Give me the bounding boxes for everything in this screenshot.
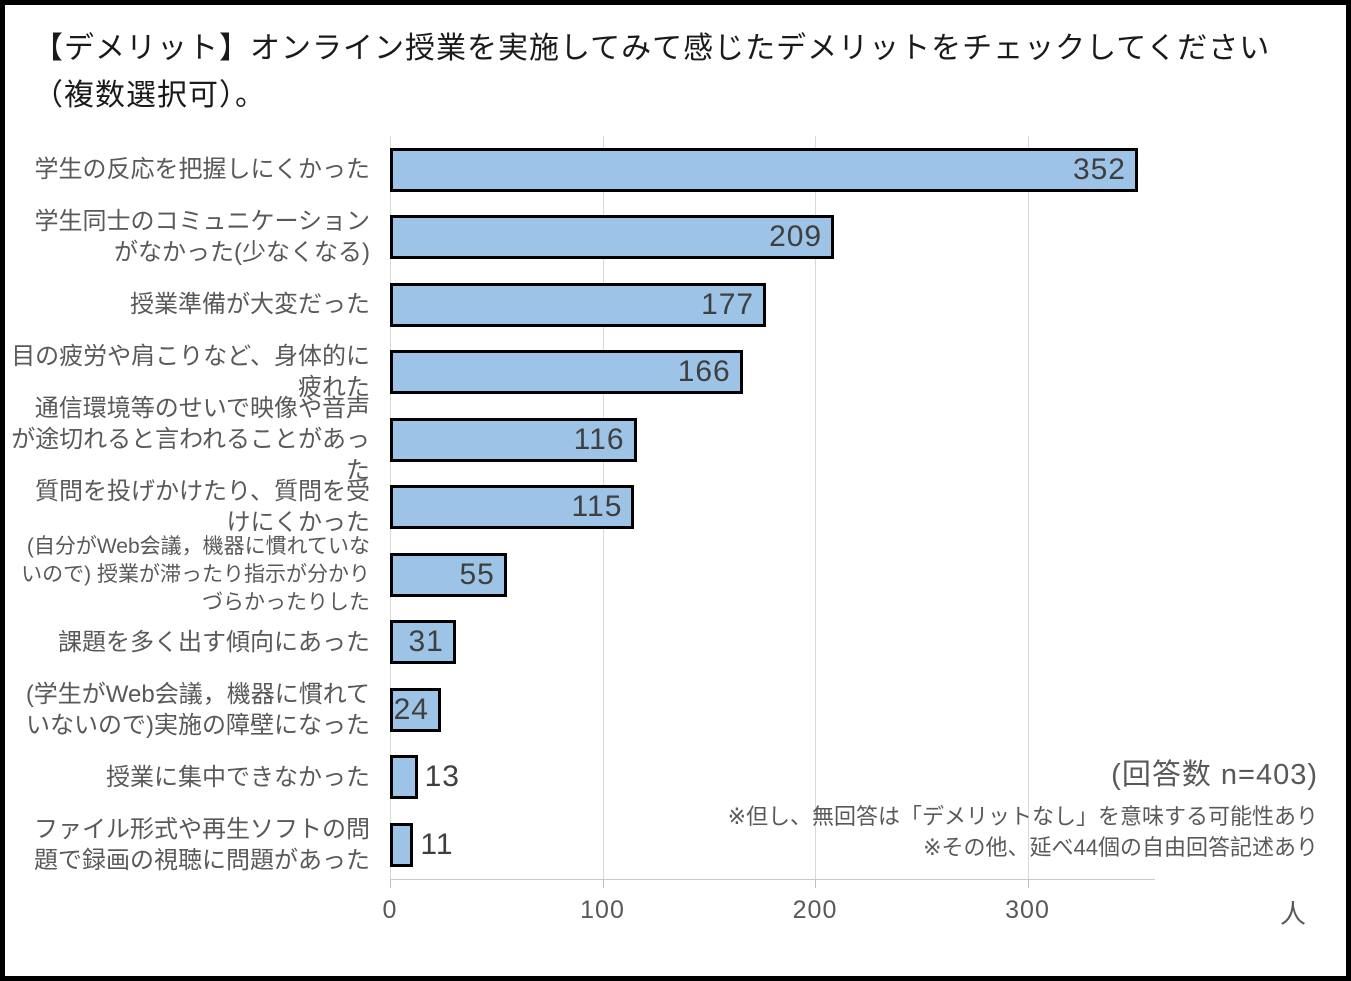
category-axis: 学生の反応を把握しにくかった学生同士のコミュニケーションがなかった(少なくなる)… [5, 136, 390, 880]
bar-value-label: 11 [420, 827, 454, 861]
bar-row: 55 [390, 541, 1155, 609]
bar: 11 [390, 822, 453, 867]
axis-tickmark [390, 879, 391, 888]
bar-value-label: 13 [424, 760, 460, 794]
bar-value-label: 352 [1072, 152, 1126, 186]
axis-tick-label: 0 [382, 895, 398, 924]
chart-title: 【デメリット】オンライン授業を実施してみて感じたデメリットをチェックしてください… [33, 32, 1271, 112]
category-label: 課題を多く出す傾向にあった [58, 628, 370, 656]
value-axis-ticks: 0 100 200 300 [383, 879, 1155, 942]
category-label: 目の疲労や肩こりなど、身体的に疲れた [11, 343, 370, 402]
bar-row: 116 [390, 406, 1155, 474]
category-label: 授業準備が大変だった [130, 291, 370, 319]
gridline-300 [1027, 136, 1029, 879]
bar: 116 [390, 417, 637, 462]
axis-unit-label: 人 [1279, 898, 1306, 929]
bar-row: 11 [390, 811, 1155, 879]
bar-value-label: 55 [459, 557, 495, 591]
bar-value-label: 166 [677, 355, 731, 389]
annotations-block: (回答数 n=403) ※但し、無回答は「デメリットなし」を意味する可能性あり … [728, 751, 1318, 863]
bar: 352 [390, 147, 1138, 192]
value-axis: 0 100 200 300 人 [5, 879, 1346, 942]
bar: 166 [390, 350, 743, 395]
bar-value-label: 177 [701, 287, 755, 321]
bar-row: 209 [390, 204, 1155, 272]
axis-tickmark [602, 879, 604, 888]
bar: 209 [390, 215, 835, 260]
category-label: (学生がWeb会議，機器に慣れていないので)実施の障壁になった [25, 680, 370, 739]
bar-value-label: 209 [769, 220, 823, 254]
bar: 13 [390, 755, 459, 800]
bar-value-label: 24 [393, 692, 429, 726]
axis-tickmark [815, 879, 816, 888]
category-label: 授業に集中できなかった [106, 763, 370, 791]
chart-body: 学生の反応を把握しにくかった学生同士のコミュニケーションがなかった(少なくなる)… [5, 136, 1346, 880]
category-label: (自分がWeb会議，機器に慣れていないので) 授業が滞ったり指示が分かりづらかっ… [21, 534, 370, 614]
bar: 177 [390, 282, 767, 327]
bar: 55 [390, 552, 507, 597]
annotation-note-1: ※但し、無回答は「デメリットなし」を意味する可能性あり [727, 804, 1318, 829]
annotation-note-2: ※その他、延べ44個の自由回答記述あり [923, 835, 1318, 860]
bar-row: 31 [390, 609, 1155, 677]
respondent-count: (回答数 n=403) [1111, 759, 1318, 791]
bar-row: 166 [390, 339, 1155, 407]
gridline-200 [815, 136, 816, 879]
axis-tick-label: 100 [580, 895, 625, 924]
bar-row: 24 [390, 676, 1155, 744]
axis-tick-label: 300 [1005, 895, 1050, 924]
bar-row: 352 [390, 136, 1155, 204]
category-label: 通信環境等のせいで映像や音声が途切れると言われることがあった [11, 395, 370, 485]
category-label: 質問を投げかけたり、質問を受けにくかった [34, 478, 370, 537]
category-label: 学生の反応を把握しにくかった [34, 156, 370, 184]
bar-row: 177 [390, 271, 1155, 339]
category-label: 学生同士のコミュニケーションがなかった(少なくなる) [34, 208, 370, 267]
bar-row: 13 [390, 744, 1155, 812]
axis-tickmark [1027, 879, 1029, 888]
bar-row: 115 [390, 474, 1155, 542]
bar: 115 [390, 485, 635, 530]
bar-value-label: 31 [408, 625, 444, 659]
plot-area: 352 209 177 166 116 115 55 31 24 13 11 [390, 136, 1155, 880]
axis-tick-label: 200 [792, 895, 838, 924]
bar: 24 [390, 687, 441, 732]
bar: 31 [390, 620, 456, 665]
category-label: ファイル形式や再生ソフトの問題で録画の視聴に問題があった [34, 815, 370, 874]
bar-value-label: 115 [571, 490, 623, 524]
bar-value-label: 116 [573, 422, 625, 456]
